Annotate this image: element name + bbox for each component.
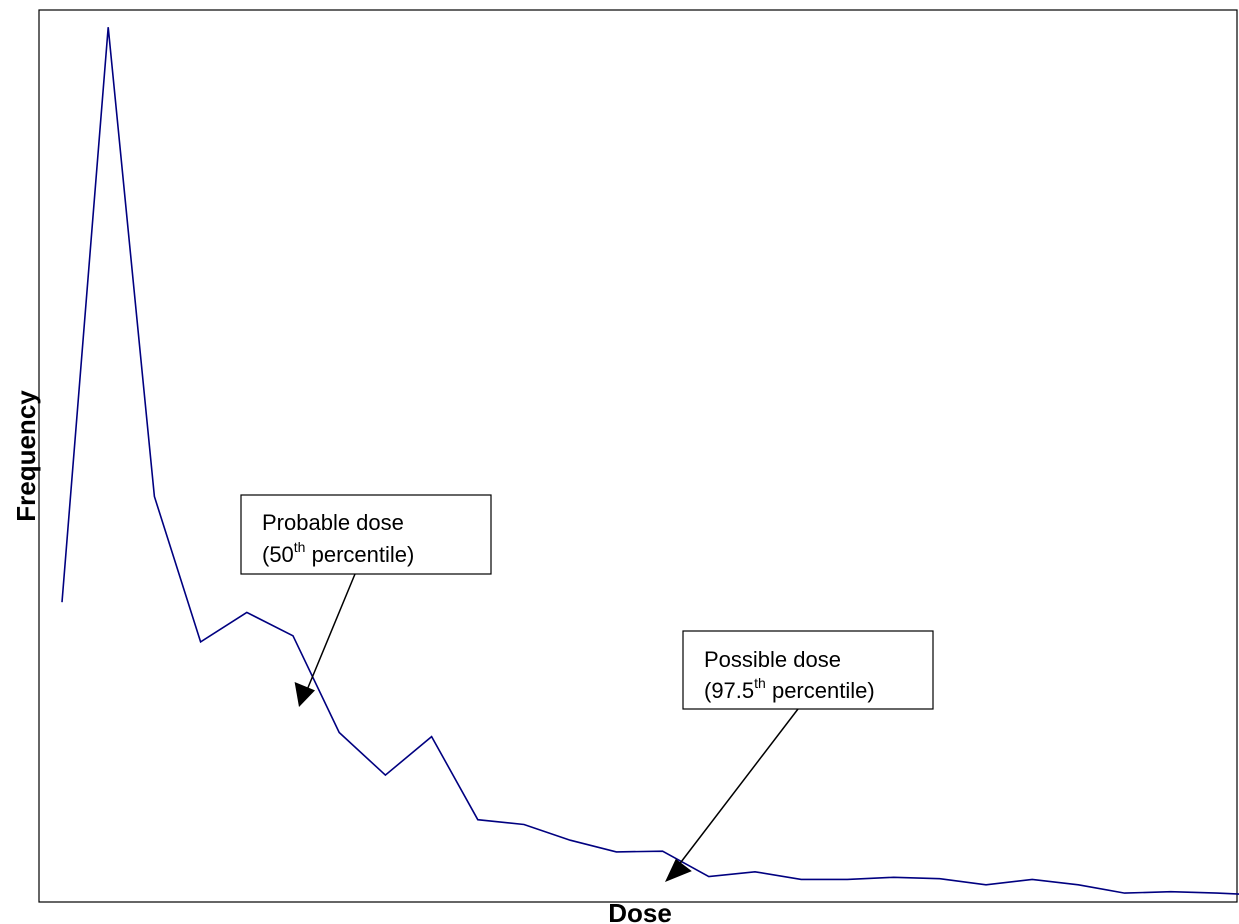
callout-possible-dose-line2-post: percentile) [766, 678, 875, 703]
callout-probable-dose-arrow-line [307, 574, 355, 690]
series-line [62, 27, 1239, 895]
callout-possible-dose-arrow-line [678, 709, 798, 866]
callout-probable-dose-line1: Probable dose [262, 510, 404, 535]
callout-probable-dose-line2: (50th percentile) [262, 539, 414, 567]
callout-probable-dose: Probable dose (50th percentile) [241, 495, 491, 707]
callout-possible-dose-line2-pre: (97.5 [704, 678, 754, 703]
callout-possible-dose: Possible dose (97.5th percentile) [665, 631, 933, 882]
callout-possible-dose-line1: Possible dose [704, 647, 841, 672]
callout-probable-dose-line2-sup: th [294, 539, 306, 555]
x-axis-label: Dose [608, 898, 672, 924]
y-axis-label: Frequency [11, 390, 41, 522]
callout-probable-dose-line2-post: percentile) [305, 542, 414, 567]
callout-possible-dose-arrowhead [665, 859, 692, 882]
callout-probable-dose-line2-pre: (50 [262, 542, 294, 567]
callout-possible-dose-line2-sup: th [754, 675, 766, 691]
plot-area-frame [39, 10, 1237, 902]
callout-possible-dose-line2: (97.5th percentile) [704, 675, 875, 703]
callout-probable-dose-arrowhead [295, 682, 315, 707]
series-group [62, 27, 1239, 895]
